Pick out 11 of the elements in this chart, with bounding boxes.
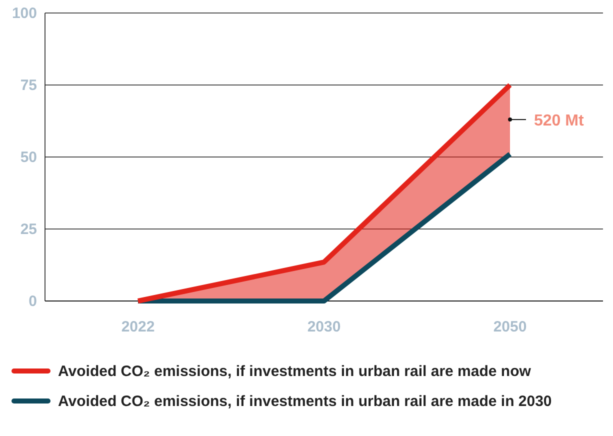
y-tick-label: 50: [20, 148, 37, 166]
x-tick-label: 2030: [307, 318, 341, 336]
legend-label: Avoided CO₂ emissions, if investments in urban rail are made now: [58, 363, 532, 380]
y-tick-label: 100: [12, 4, 37, 22]
x-tick-label: 2050: [493, 318, 527, 336]
y-tick-label: 0: [28, 292, 37, 310]
x-tick-label: 2022: [121, 318, 155, 336]
y-tick-label: 75: [20, 76, 37, 94]
annotation: 520 Mt: [534, 112, 584, 130]
y-tick-label: 25: [20, 220, 37, 238]
legend-label: Avoided CO₂ emissions, if investments in urban rail are made in 2030: [58, 393, 552, 410]
